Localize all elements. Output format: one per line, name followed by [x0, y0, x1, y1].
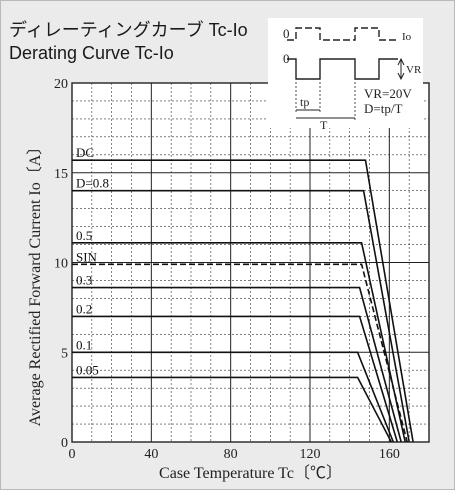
y-axis-label: Average Rectified Forward Current Io〔A〕	[26, 139, 44, 427]
series-line-3	[72, 263, 408, 443]
x-tick-label: 80	[224, 447, 238, 462]
y-tick-label: 15	[54, 167, 68, 182]
io-label: Io	[402, 31, 412, 43]
x-tick-label: 160	[379, 447, 400, 462]
series-line-6	[72, 351, 395, 443]
series-label: 0.2	[76, 301, 92, 316]
chart-title-japanese: ディレーティングカーブ Tc-Io	[9, 20, 248, 40]
inset-zero-top: 0	[283, 26, 290, 41]
series-label: D=0.8	[76, 176, 109, 191]
y-tick-label: 10	[54, 257, 68, 272]
t-label: T	[320, 118, 328, 132]
y-tick-label: 20	[54, 77, 68, 92]
y-tick-label: 0	[61, 436, 68, 451]
series-line-0	[72, 159, 414, 443]
series-label: 0.5	[76, 228, 92, 243]
vr-arrow-heads	[397, 57, 405, 81]
vr-label: VR	[406, 64, 422, 76]
x-tick-label: 40	[144, 447, 158, 462]
series-label: 0.3	[76, 273, 92, 288]
duty-formula: D=tp/T	[364, 101, 402, 116]
series-label: 0.1	[76, 337, 92, 352]
vr-value: VR=20V	[364, 86, 412, 101]
io-waveform	[287, 27, 398, 41]
series-label: DC	[76, 145, 94, 160]
series-label: SIN	[76, 249, 98, 264]
tp-label: tp	[300, 95, 309, 109]
inset-background	[268, 18, 423, 128]
inset-zero-bottom: 0	[283, 51, 290, 66]
series-line-5	[72, 315, 399, 443]
tick-labels: 0 40 80 120 160 0 5 10 15 20	[54, 77, 400, 462]
series-line-1	[72, 189, 410, 443]
series-line-7	[72, 376, 393, 443]
series-labels: DC D=0.8 0.5 SIN 0.3 0.2 0.1 0.05	[76, 145, 109, 377]
series-lines	[72, 159, 414, 443]
x-tick-label: 120	[300, 447, 321, 462]
y-tick-label: 5	[61, 346, 68, 361]
x-tick-label: 0	[69, 447, 76, 462]
x-axis-label: Case Temperature Tc〔℃〕	[159, 464, 342, 482]
series-label: 0.05	[76, 362, 99, 377]
series-line-2	[72, 242, 406, 443]
vr-waveform	[287, 58, 398, 80]
series-line-4	[72, 286, 402, 443]
chart-title-english: Derating Curve Tc-Io	[9, 43, 174, 63]
waveform-inset: 0 0 Io VR tp T VR=20V D=tp/T	[268, 18, 423, 132]
